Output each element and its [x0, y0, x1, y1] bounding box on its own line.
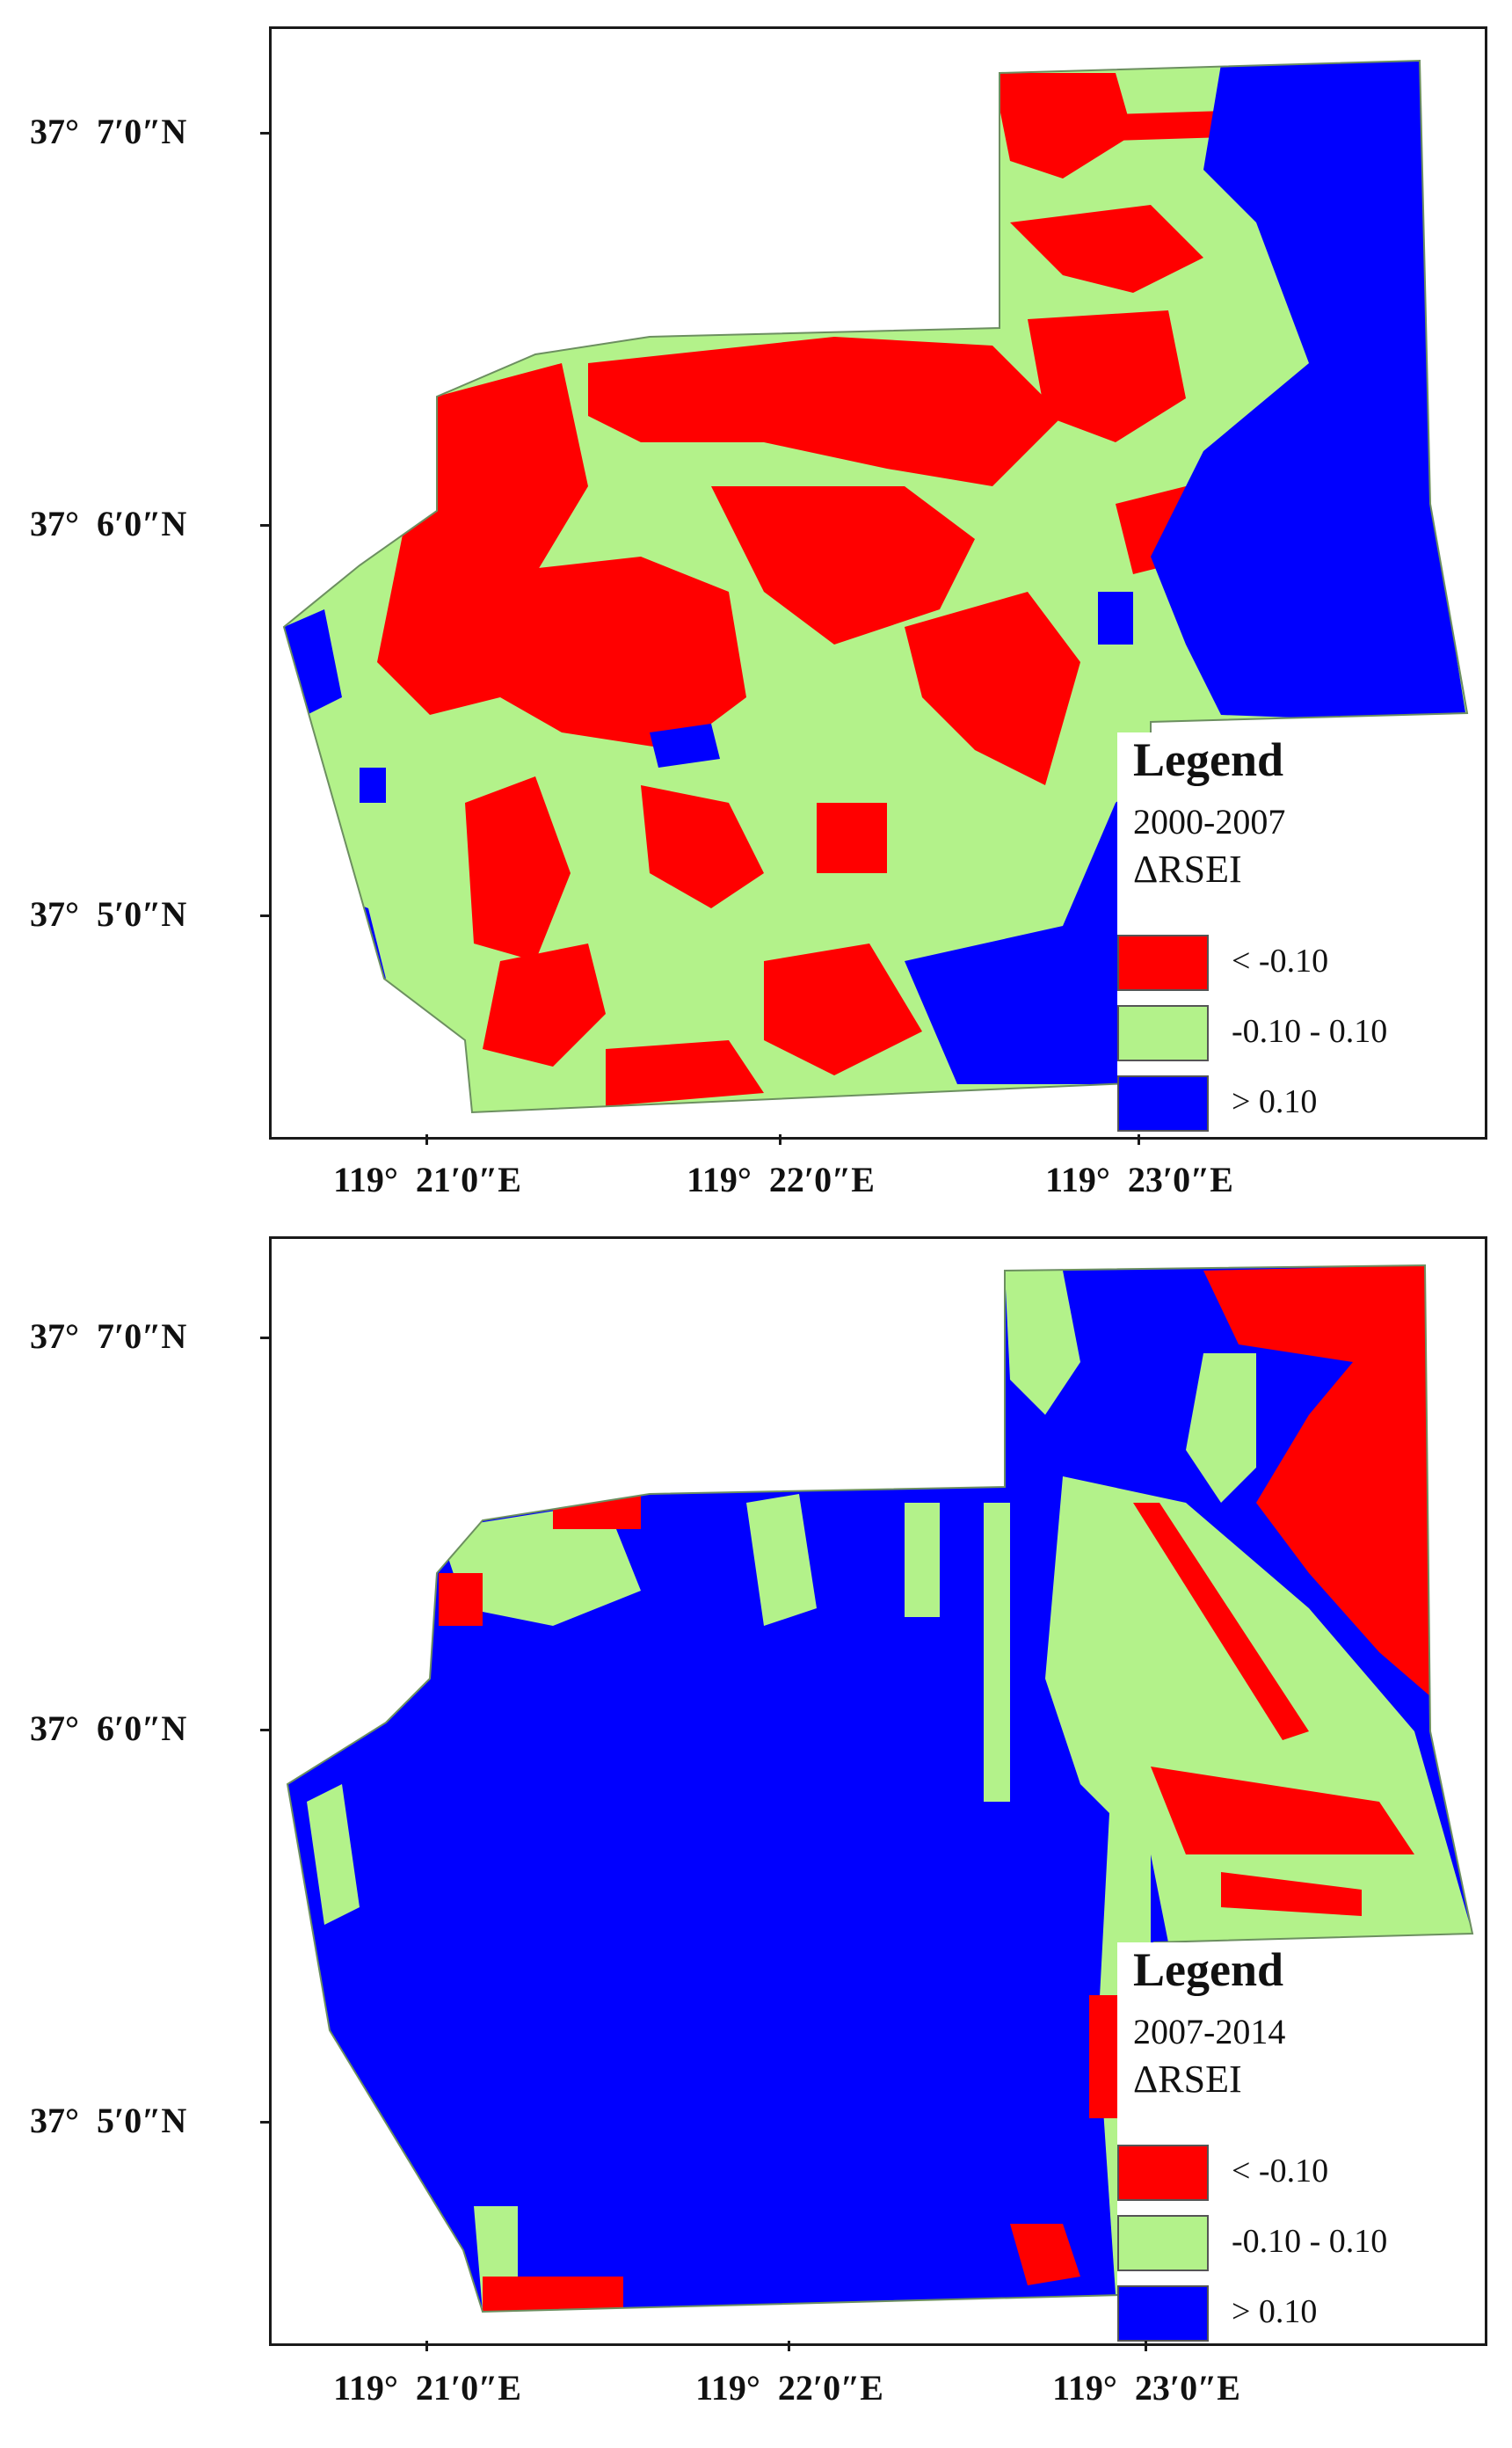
- legend-title: Legend: [1133, 733, 1284, 786]
- lat-tick: [260, 524, 271, 527]
- legend-label-decrease: < -0.10: [1232, 943, 1329, 980]
- legend-swatch-decrease: [1117, 935, 1209, 991]
- legend-swatch-increase: [1117, 2285, 1209, 2342]
- map-frame: Legend 2007-2014 ΔRSEI < -0.10 -0.10 - 0…: [269, 1236, 1487, 2346]
- lat-tick: [260, 132, 271, 135]
- lon-label: 119° 22′0″E: [695, 2368, 883, 2408]
- change-map: [282, 59, 1469, 1114]
- lon-label: 119° 22′0″E: [687, 1160, 875, 1199]
- legend-item-increase: > 0.10: [1117, 1075, 1485, 1133]
- legend-label-stable: -0.10 - 0.10: [1232, 2223, 1388, 2260]
- legend-title: Legend: [1133, 1943, 1284, 1996]
- lat-label: 37° 7′0″N: [30, 112, 187, 151]
- lat-tick: [260, 2121, 271, 2124]
- legend-swatch-stable: [1117, 2215, 1209, 2271]
- lon-tick: [425, 2341, 428, 2351]
- legend-period: 2000-2007: [1133, 802, 1286, 842]
- legend-index: ΔRSEI: [1133, 2058, 1242, 2101]
- legend-item-decrease: < -0.10: [1117, 935, 1485, 993]
- increase-zones: [284, 61, 1467, 1084]
- legend-label-increase: > 0.10: [1232, 1083, 1318, 1120]
- lon-tick: [788, 2341, 790, 2351]
- legend-item-stable: -0.10 - 0.10: [1117, 2215, 1485, 2273]
- study-area-outline: [286, 1264, 1474, 2313]
- legend-item-stable: -0.10 - 0.10: [1117, 1005, 1485, 1063]
- legend-index: ΔRSEI: [1133, 848, 1242, 891]
- legend-swatch-stable: [1117, 1005, 1209, 1061]
- lon-tick: [779, 1134, 781, 1145]
- legend: Legend 2007-2014 ΔRSEI < -0.10 -0.10 - 0…: [1117, 1942, 1485, 2343]
- legend-swatch-decrease: [1117, 2145, 1209, 2201]
- legend-item-increase: > 0.10: [1117, 2285, 1485, 2343]
- decrease-zones: [377, 73, 1309, 1106]
- map-frame: Legend 2000-2007 ΔRSEI < -0.10 -0.10 - 0…: [269, 26, 1487, 1140]
- lat-label: 37° 6′0″N: [30, 504, 187, 543]
- lat-tick: [260, 1337, 271, 1339]
- lat-tick: [260, 914, 271, 917]
- study-area-outline: [282, 59, 1469, 1114]
- lon-tick: [425, 1134, 428, 1145]
- lon-label: 119° 23′0″E: [1052, 2368, 1240, 2408]
- map-panel-2007-2014: Legend 2007-2014 ΔRSEI < -0.10 -0.10 - 0…: [0, 1224, 1512, 2448]
- legend-label-stable: -0.10 - 0.10: [1232, 1013, 1388, 1050]
- legend-label-increase: > 0.10: [1232, 2293, 1318, 2330]
- lat-tick: [260, 1729, 271, 1731]
- legend-label-decrease: < -0.10: [1232, 2153, 1329, 2189]
- lat-label: 37° 5′0″N: [30, 894, 187, 934]
- legend-period: 2007-2014: [1133, 2012, 1286, 2051]
- map-panel-2000-2007: Legend 2000-2007 ΔRSEI < -0.10 -0.10 - 0…: [30, 26, 1487, 1199]
- legend: Legend 2000-2007 ΔRSEI < -0.10 -0.10 - 0…: [1117, 732, 1485, 1137]
- lon-tick: [1138, 1134, 1140, 1145]
- lon-label: 119° 21′0″E: [333, 2368, 521, 2408]
- lon-label: 119° 21′0″E: [333, 1160, 521, 1199]
- legend-item-decrease: < -0.10: [1117, 2145, 1485, 2203]
- lat-label: 37° 5′0″N: [30, 2101, 187, 2140]
- lon-label: 119° 23′0″E: [1045, 1160, 1233, 1199]
- legend-swatch-increase: [1117, 1075, 1209, 1132]
- lat-label: 37° 7′0″N: [30, 1316, 187, 1356]
- lon-tick: [1145, 2341, 1147, 2351]
- lat-label: 37° 6′0″N: [30, 1708, 187, 1748]
